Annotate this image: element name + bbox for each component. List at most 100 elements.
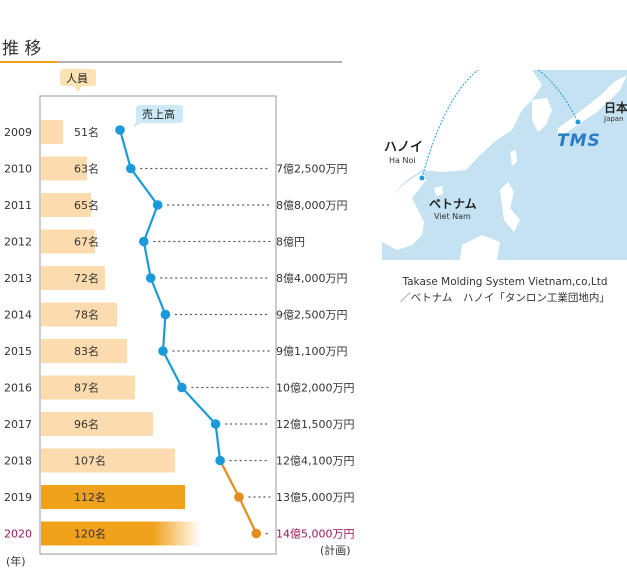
year-label-2016: 2016 — [4, 382, 32, 395]
sales-segment-2012 — [142, 204, 159, 242]
year-unit-label: (年) — [6, 554, 26, 568]
sales-label-2012: 8億円 — [276, 236, 305, 249]
plot-area — [39, 95, 277, 555]
sales-point-2016 — [177, 382, 187, 393]
year-label-2011: 2011 — [4, 199, 32, 212]
year-label-2014: 2014 — [4, 309, 32, 322]
sales-line — [115, 125, 262, 539]
japan-label-en: Japan — [603, 115, 624, 123]
map-graphic: ハノイ Ha Noi ベトナム Viet Nam 日本 Japan TMS — [382, 58, 627, 260]
japan-label: 日本 — [604, 100, 627, 115]
headcount-label-2018: 107名 — [74, 454, 106, 468]
sales-segment-2019 — [219, 459, 240, 498]
sales-segment-2014 — [149, 277, 167, 315]
headcount-label-2017: 96名 — [74, 417, 99, 431]
headcount-label-2013: 72名 — [74, 271, 99, 285]
headcount-bar-2020 — [41, 521, 201, 546]
korea-peninsula — [532, 98, 552, 132]
headcount-label-2020: 120名 — [74, 527, 106, 541]
sales-label-2014: 9億2,500万円 — [276, 309, 348, 322]
headcount-bar-2019 — [41, 485, 185, 509]
sales-label-2020: 14億5,000万円 — [276, 528, 355, 541]
headcount-bar-2014 — [41, 302, 117, 327]
flight-arc — [421, 58, 579, 179]
year-label-2020: 2020 — [4, 528, 32, 541]
headcount-label-2011: 65名 — [74, 198, 99, 212]
map-caption: Takase Molding System Vietnam,co,Ltd ／ベト… — [383, 274, 627, 306]
headcount-bar-2016 — [41, 375, 135, 400]
sales-label-2015: 9億1,100万円 — [276, 345, 348, 358]
headcount-bar-2013 — [41, 266, 105, 290]
sales-segment-2016 — [162, 350, 183, 389]
year-label-2015: 2015 — [4, 345, 32, 358]
sales-point-2009 — [115, 125, 125, 135]
sales-label-2019: 13億5,000万円 — [276, 491, 355, 504]
sales-badge-label: 売上高 — [142, 107, 175, 121]
year-label-2013: 2013 — [4, 272, 32, 285]
vietnam-label-en: Viet Nam — [434, 212, 471, 221]
vietnam-landmass — [382, 172, 426, 250]
taiwan — [510, 150, 517, 166]
sales-badge-pointer — [133, 120, 145, 128]
sales-point-2013 — [145, 273, 156, 283]
sales-label-2016: 10億2,000万円 — [276, 382, 355, 395]
headcount-bar-2010 — [41, 156, 87, 181]
japan-marker — [574, 118, 582, 126]
headcount-bar-2018 — [41, 448, 175, 473]
hanoi-label: ハノイ — [384, 140, 423, 155]
sales-point-2020 — [251, 528, 262, 539]
year-label-2010: 2010 — [4, 163, 32, 176]
headcount-label-2010: 63名 — [74, 162, 99, 176]
year-label-2009: 2009 — [4, 126, 32, 139]
sales-segment-2015 — [161, 314, 167, 352]
headcount-bar-2012 — [41, 229, 95, 254]
map-caption-line2: ／ベトナム ハノイ「タンロン工業団地内」 — [400, 292, 610, 304]
sales-point-2014 — [160, 309, 171, 320]
headcount-bar-2017 — [41, 412, 153, 436]
headcount-badge — [60, 69, 96, 86]
year-label-2019: 2019 — [4, 491, 32, 504]
sales-segment-2010 — [118, 129, 132, 169]
title-underline-accent — [0, 61, 58, 63]
headcount-bar-2015 — [41, 339, 127, 363]
headcount-bars — [41, 120, 201, 546]
borneo — [460, 235, 500, 260]
tms-logo: TMS — [557, 131, 601, 151]
sales-point-2010 — [126, 163, 136, 174]
sales-label-2017: 12億1,500万円 — [276, 418, 355, 431]
headcount-label-2015: 83名 — [74, 344, 99, 358]
headcount-label-2012: 67名 — [74, 235, 99, 249]
hanoi-marker — [418, 174, 426, 182]
map-caption-line1: Takase Molding System Vietnam,co,Ltd — [402, 276, 608, 288]
sales-point-2017 — [210, 419, 221, 429]
hainan — [434, 186, 443, 196]
headcount-badge-label: 人員 — [66, 72, 88, 85]
hanoi-label-en: Ha Noi — [389, 156, 416, 165]
forecast-note: (計画) — [320, 543, 351, 557]
philippines — [500, 182, 520, 232]
title-underline — [58, 61, 342, 63]
sales-segment-2017 — [181, 386, 217, 425]
data-labels: 51名 63名 7億2,500万円 65名 8億8,000万円 67名 8億円 72名 8億4,… — [74, 125, 355, 541]
vietnam-label: ベトナム — [429, 197, 477, 211]
location-map: ハノイ Ha Noi ベトナム Viet Nam 日本 Japan TMS — [382, 58, 627, 260]
japan-landmass — [557, 75, 627, 136]
sales-segment-2011 — [129, 167, 159, 206]
sales-point-2019 — [234, 492, 244, 502]
sales-label-2013: 8億4,000万円 — [276, 272, 348, 285]
sales-badge — [136, 105, 183, 123]
sales-label-2011: 8億8,000万円 — [276, 199, 348, 212]
headcount-bar-2011 — [41, 193, 91, 217]
year-axis: 2009 2010 2011 2012 2013 2014 2015 2016 2017 2018… — [4, 126, 32, 541]
china-landmass — [382, 70, 542, 200]
section-title: 推 移 — [2, 39, 41, 59]
headcount-label-2014: 78名 — [74, 308, 99, 322]
headcount-label-2019: 112名 — [74, 490, 106, 504]
sales-point-2011 — [152, 200, 163, 210]
headcount-badge-pointer — [74, 86, 82, 92]
sales-label-2010: 7億2,500万円 — [276, 163, 348, 176]
headcount-label-2009: 51名 — [74, 125, 99, 139]
year-label-2012: 2012 — [4, 236, 32, 249]
